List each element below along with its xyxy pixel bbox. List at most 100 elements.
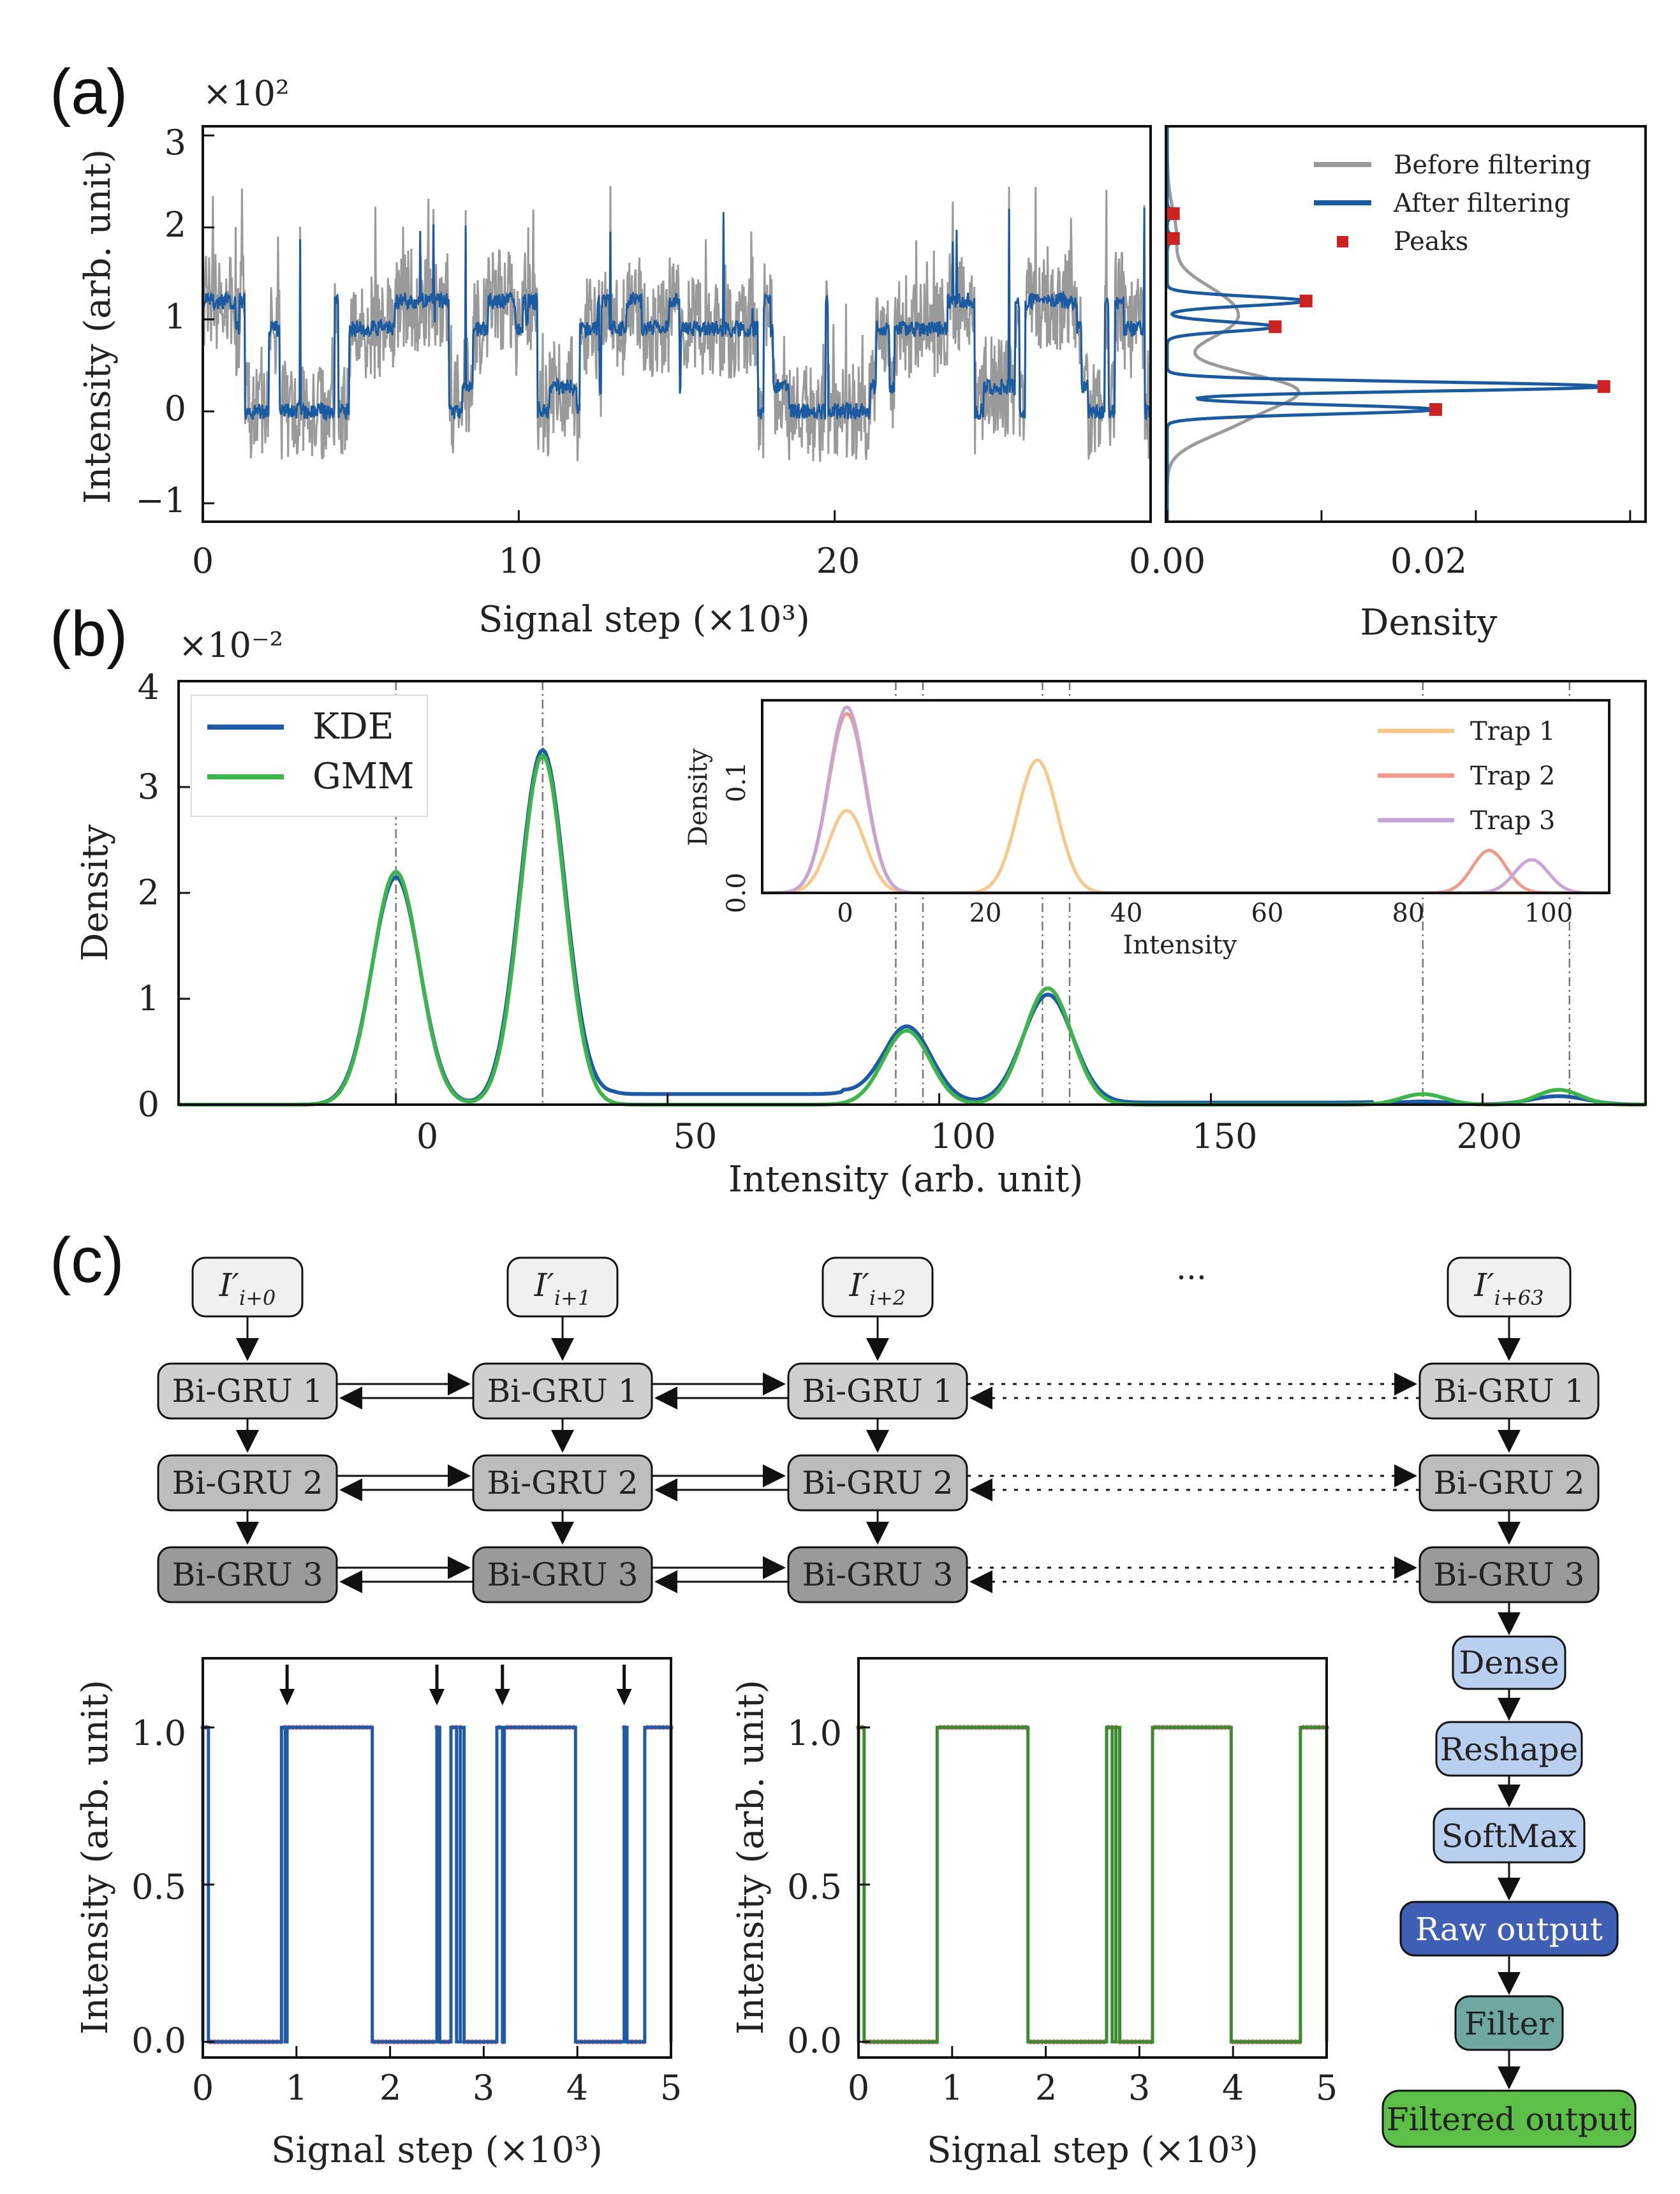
c1-xtick: 5 bbox=[660, 2068, 682, 2108]
gru3-node bbox=[472, 1546, 653, 1603]
gru3-node bbox=[787, 1546, 968, 1603]
a-density-frame bbox=[1165, 125, 1647, 523]
inset-ytick: 0.1 bbox=[722, 762, 751, 802]
gru3-node bbox=[157, 1546, 338, 1603]
c1-xtick: 1 bbox=[286, 2068, 307, 2108]
legend-kde-label: KDE bbox=[313, 706, 394, 747]
c2-ytick: 1.0 bbox=[787, 1713, 842, 1753]
peak-marker bbox=[1269, 320, 1282, 334]
a-ytick: 1 bbox=[165, 297, 186, 337]
error-arrow-head bbox=[494, 1689, 510, 1705]
legend-before-label: Before filtering bbox=[1394, 151, 1591, 180]
panel-label-c: (c) bbox=[50, 1225, 124, 1296]
b-ytick: 4 bbox=[138, 667, 159, 707]
input-label-1: I′i+1 bbox=[534, 1267, 591, 1310]
c1-xtick: 2 bbox=[379, 2068, 401, 2108]
after-filtering-line bbox=[202, 207, 1151, 422]
error-arrow-head bbox=[429, 1689, 445, 1705]
b-inset-bg bbox=[762, 700, 1609, 893]
filter-label: Filter bbox=[1464, 2005, 1554, 2042]
pipeline: Dense Reshape SoftMax Raw output Filter … bbox=[1382, 1602, 1637, 2148]
c2-ytick: 0.5 bbox=[787, 1867, 842, 1907]
a-ytick: 2 bbox=[165, 205, 186, 245]
a-xlabel: Signal step (×10³) bbox=[478, 599, 810, 640]
c-left-series bbox=[200, 1665, 674, 2058]
dense-label: Dense bbox=[1459, 1644, 1559, 1681]
legend-trap3-label: Trap 3 bbox=[1470, 806, 1555, 836]
gru3-label: Bi-GRU 3 bbox=[487, 1556, 638, 1593]
gru1-label: Bi-GRU 1 bbox=[487, 1373, 638, 1410]
inset-xtick: 60 bbox=[1251, 899, 1284, 928]
before-filtering-line bbox=[202, 186, 1151, 462]
legend-trap2-label: Trap 2 bbox=[1470, 762, 1555, 791]
a-trace-xticks: 0 10 20 bbox=[192, 541, 860, 581]
panel-a-density: 0.00 0.02 Density Before filtering After… bbox=[1129, 125, 1647, 644]
b-frame bbox=[177, 680, 1647, 1106]
c1-xlabel: Signal step (×10³) bbox=[271, 2130, 603, 2171]
raw-output-label: Raw output bbox=[1415, 1911, 1603, 1948]
b-ylabel: Density bbox=[75, 824, 116, 961]
a-trace-frame bbox=[202, 125, 1152, 523]
filter-node bbox=[1454, 1995, 1564, 2051]
a-ytick: 0 bbox=[165, 388, 186, 429]
gru-layer-1: Bi-GRU 1 Bi-GRU 1 Bi-GRU 1 Bi-GRU 1 bbox=[157, 1362, 1600, 1420]
a-dens-xtick: 0.00 bbox=[1129, 541, 1205, 581]
b-legend-box bbox=[191, 695, 428, 817]
input-arrows bbox=[236, 1316, 1521, 1361]
error-arrow-head bbox=[616, 1689, 632, 1705]
inset-xtick: 80 bbox=[1392, 899, 1425, 928]
gru3-label: Bi-GRU 3 bbox=[1433, 1556, 1584, 1593]
c-right-frame bbox=[857, 1657, 1328, 2059]
input-node-3: I′i+63 bbox=[1447, 1256, 1572, 1318]
input-label-3: I′i+63 bbox=[1474, 1267, 1544, 1310]
step-line bbox=[201, 1725, 673, 2043]
a-ylabel: Intensity (arb. unit) bbox=[77, 149, 119, 504]
b-legend: KDE GMM bbox=[191, 695, 428, 817]
c1-ytick: 0.0 bbox=[131, 2021, 186, 2061]
input-label-0: I′i+0 bbox=[219, 1267, 276, 1310]
c1-xtick: 0 bbox=[192, 2068, 214, 2108]
a-multiplier: ×10² bbox=[203, 73, 290, 114]
gru2-label: Bi-GRU 2 bbox=[487, 1464, 638, 1501]
legend-gmm-label: GMM bbox=[313, 756, 414, 797]
c-right-xticks: 0 1 2 3 4 5 bbox=[848, 2068, 1337, 2108]
c2-xtick: 1 bbox=[941, 2068, 963, 2108]
gru1-label: Bi-GRU 1 bbox=[172, 1373, 323, 1410]
c-left-frame bbox=[202, 1657, 672, 2059]
a-legend: Before filtering After filtering Peaks bbox=[1314, 151, 1591, 256]
c-left-yticks: 0.0 0.5 1.0 bbox=[131, 1713, 186, 2061]
c-right-plot: 0 1 2 3 4 5 0.0 0.5 1.0 Signal step (×10… bbox=[730, 1657, 1337, 2171]
b-ytick: 3 bbox=[138, 767, 159, 807]
b-xtick: 100 bbox=[930, 1116, 996, 1156]
b-yticks: 0 1 2 3 4 bbox=[138, 667, 159, 1124]
a-xtick: 20 bbox=[816, 541, 860, 581]
inset-xtick: 20 bbox=[969, 899, 1002, 928]
c1-ylabel: Intensity (arb. unit) bbox=[75, 1680, 116, 2035]
c2-ytick: 0.0 bbox=[787, 2021, 842, 2061]
inset-ylabel: Density bbox=[684, 748, 713, 846]
inset-xtick: 0 bbox=[837, 899, 853, 928]
reshape-label: Reshape bbox=[1440, 1731, 1579, 1768]
panel-c-diagram: I′i+0 I′i+1 I′i+2 I′i+63 ··· Bi-GRU 1 Bi… bbox=[157, 1256, 1637, 2148]
b-inset-frame bbox=[761, 699, 1610, 894]
c-left-plot: 0 1 2 3 4 5 0.0 0.5 1.0 Signal step (×10… bbox=[75, 1657, 682, 2171]
before-density-line bbox=[1165, 126, 1301, 522]
gru2-label: Bi-GRU 2 bbox=[802, 1464, 953, 1501]
b-multiplier: ×10⁻² bbox=[179, 625, 283, 665]
b-xtick: 200 bbox=[1456, 1116, 1522, 1156]
layer-arrows bbox=[236, 1418, 1521, 1545]
c1-xtick: 3 bbox=[473, 2068, 494, 2108]
c2-xlabel: Signal step (×10³) bbox=[927, 2130, 1258, 2171]
inset-ytick: 0.0 bbox=[722, 872, 751, 913]
legend-trap1-label: Trap 1 bbox=[1470, 717, 1555, 746]
gru-layer-3: Bi-GRU 3 Bi-GRU 3 Bi-GRU 3 Bi-GRU 3 bbox=[157, 1546, 1600, 1603]
panel-a-trace: ×10² 0 10 20 −1 0 1 2 3 Signal step (×10… bbox=[77, 73, 1152, 640]
b-xlabel: Intensity (arb. unit) bbox=[728, 1159, 1083, 1200]
inset-xtick: 40 bbox=[1110, 899, 1143, 928]
c2-xtick: 5 bbox=[1316, 2068, 1337, 2108]
peak-marker bbox=[1299, 294, 1313, 307]
gru3-label: Bi-GRU 3 bbox=[802, 1556, 953, 1593]
peak-marker bbox=[1597, 380, 1610, 394]
b-xtick: 0 bbox=[416, 1116, 438, 1156]
